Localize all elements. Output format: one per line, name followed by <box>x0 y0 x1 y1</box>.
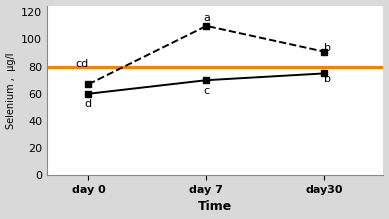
Text: b: b <box>324 74 331 84</box>
Text: b: b <box>324 43 331 53</box>
Text: c: c <box>203 86 210 96</box>
Text: d: d <box>85 99 92 109</box>
Y-axis label: Selenium ,  μg/l: Selenium , μg/l <box>5 52 16 129</box>
Text: cd: cd <box>75 59 88 69</box>
Text: a: a <box>203 13 210 23</box>
X-axis label: Time: Time <box>198 200 232 214</box>
